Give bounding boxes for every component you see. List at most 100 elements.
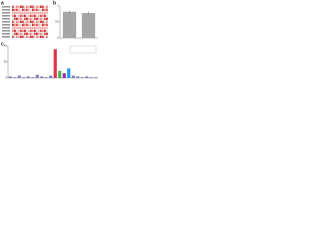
- residue: [32, 23, 34, 26]
- residue: [42, 32, 44, 35]
- residue: [32, 8, 34, 11]
- residue: [30, 17, 32, 20]
- panel-label: c: [1, 41, 4, 47]
- residue: [16, 5, 18, 8]
- residue: [34, 26, 36, 29]
- residue: [16, 11, 18, 14]
- residue: [30, 26, 32, 29]
- row-label: [2, 24, 10, 26]
- residue: [16, 23, 18, 26]
- residue: [46, 8, 48, 11]
- residue: [38, 26, 40, 29]
- residue: [14, 20, 16, 23]
- residue: [12, 26, 14, 29]
- residue: [24, 5, 26, 8]
- residue: [16, 26, 18, 29]
- residue: [12, 14, 14, 17]
- residue: [18, 23, 20, 26]
- residue: [30, 35, 32, 38]
- residue: [20, 8, 22, 11]
- residue: [22, 29, 24, 32]
- residue: [28, 35, 30, 38]
- residue: [12, 11, 14, 14]
- residue: [34, 8, 36, 11]
- residue: [14, 32, 16, 35]
- residue: [38, 20, 40, 23]
- residue: [36, 32, 38, 35]
- bar: [94, 77, 98, 78]
- row-label: [2, 36, 10, 38]
- residue: [30, 14, 32, 17]
- residue: [46, 35, 48, 38]
- residue: [22, 5, 24, 8]
- residue: [12, 29, 14, 32]
- residue: [24, 35, 26, 38]
- bar: [85, 76, 89, 78]
- residue: [46, 29, 48, 32]
- residue: [18, 11, 20, 14]
- residue: [18, 17, 20, 20]
- bar: [8, 76, 12, 78]
- residue: [18, 32, 20, 35]
- residue: [42, 35, 44, 38]
- residue: [28, 29, 30, 32]
- bar: [40, 76, 44, 78]
- residue: [20, 14, 22, 17]
- residue: [22, 17, 24, 20]
- residue: [38, 5, 40, 8]
- residue: [34, 14, 36, 17]
- residue: [22, 20, 24, 23]
- residue: [36, 14, 38, 17]
- residue: [16, 14, 18, 17]
- residue: [24, 8, 26, 11]
- residue: [32, 29, 34, 32]
- residue: [20, 20, 22, 23]
- residue: [26, 17, 28, 20]
- residue: [26, 35, 28, 38]
- bar: [71, 75, 75, 78]
- bar: [80, 77, 84, 78]
- residue: [26, 26, 28, 29]
- residue: [44, 5, 46, 8]
- residue: [22, 11, 24, 14]
- residue: [46, 23, 48, 26]
- residue: [12, 20, 14, 23]
- residue: [46, 32, 48, 35]
- residue: [40, 8, 42, 11]
- residue: [44, 23, 46, 26]
- residue: [44, 8, 46, 11]
- residue: [22, 8, 24, 11]
- residue: [32, 5, 34, 8]
- residue: [36, 20, 38, 23]
- panel-label: a: [1, 0, 4, 6]
- residue: [14, 11, 16, 14]
- bar: [76, 76, 80, 78]
- bar: [22, 77, 26, 78]
- residue: [12, 8, 14, 11]
- residue: [20, 35, 22, 38]
- y-tick-label: 0.5: [55, 21, 59, 24]
- residue: [36, 8, 38, 11]
- sequence-alignment: [2, 5, 48, 38]
- residue: [32, 35, 34, 38]
- bar: [58, 70, 62, 78]
- residue: [12, 23, 14, 26]
- residue: [44, 20, 46, 23]
- residue: [42, 5, 44, 8]
- residue: [44, 14, 46, 17]
- residue: [44, 26, 46, 29]
- residue: [32, 20, 34, 23]
- row-label: [2, 27, 10, 29]
- residue: [40, 5, 42, 8]
- residue: [30, 8, 32, 11]
- residue: [22, 26, 24, 29]
- residue: [40, 20, 42, 23]
- residue: [42, 20, 44, 23]
- row-label: [2, 9, 10, 11]
- residue: [20, 29, 22, 32]
- figure: a b c 0 0.5 1 0 20 40: [1, 0, 98, 80]
- residue: [18, 5, 20, 8]
- y-tick-label: 20: [4, 61, 7, 64]
- bar: [31, 77, 35, 78]
